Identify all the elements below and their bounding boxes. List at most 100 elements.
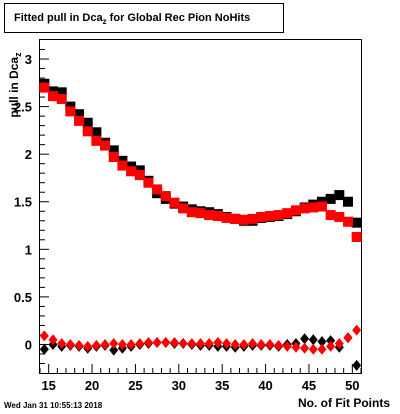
chart-title: Fitted pull in Dcaz for Global Rec Pion … [14, 12, 250, 26]
data-point [299, 203, 310, 214]
data-point [264, 211, 275, 222]
data-point [161, 337, 171, 349]
data-point [48, 334, 58, 346]
data-point [178, 203, 189, 214]
data-point [74, 115, 85, 126]
data-point [134, 170, 145, 181]
y-tick-label: 0.5 [14, 290, 32, 305]
data-point [39, 82, 50, 93]
data-point [135, 338, 145, 350]
data-point [212, 211, 223, 222]
data-point [265, 338, 275, 350]
data-point [230, 338, 240, 350]
data-point [108, 145, 119, 156]
data-point [74, 339, 84, 351]
data-point [325, 210, 336, 221]
data-point [91, 339, 101, 351]
x-tick-label: 50 [345, 378, 359, 393]
data-point [334, 190, 345, 201]
data-point [300, 333, 310, 345]
data-point [152, 337, 162, 349]
data-point [352, 359, 362, 371]
series-3 [39, 324, 362, 355]
x-tick-label: 20 [85, 378, 99, 393]
data-point [100, 338, 110, 350]
data-point [326, 335, 336, 347]
data-point [109, 338, 119, 350]
data-point [282, 340, 292, 352]
chart-title-rest: for Global Rec Pion NoHits [106, 12, 251, 24]
chart-title-box: Fitted pull in Dcaz for Global Rec Pion … [4, 3, 284, 33]
data-point [126, 166, 137, 177]
axes: 15 20 25 30 35 40 45 50 0 0.5 1 1.5 2 2.5 3 [14, 49, 362, 393]
data-point [48, 91, 59, 102]
data-point [117, 160, 128, 171]
y-tick-label: 1 [25, 242, 32, 257]
data-point [39, 343, 49, 355]
data-point [82, 126, 93, 137]
x-tick-label: 40 [258, 378, 272, 393]
data-point [334, 338, 344, 350]
data-point [143, 337, 153, 349]
data-point [282, 208, 293, 219]
data-point [117, 338, 127, 350]
data-point [342, 216, 353, 227]
data-point [152, 184, 163, 195]
chart-title-subscript: z [102, 17, 107, 27]
data-point [91, 127, 102, 138]
data-point [342, 196, 353, 207]
y-tick-label: 3 [25, 52, 32, 67]
y-tick-label: 1.5 [14, 195, 32, 210]
data-point [273, 210, 284, 221]
data-point [247, 213, 258, 224]
data-point [178, 338, 188, 350]
y-tick-label: 2 [25, 147, 32, 162]
data-point [65, 106, 76, 117]
data-point [308, 343, 318, 355]
data-point [204, 210, 215, 221]
chart-title-main: Fitted pull in Dca [14, 12, 103, 24]
data-point [82, 117, 93, 128]
data-point [204, 338, 214, 350]
data-marks [39, 78, 362, 371]
data-point [308, 334, 318, 346]
data-point [325, 193, 336, 204]
data-point [326, 340, 336, 352]
y-tick-label: 2.5 [14, 100, 32, 115]
data-point [256, 211, 267, 222]
x-tick-label: 35 [215, 378, 229, 393]
data-point [274, 339, 284, 351]
data-point [196, 338, 205, 350]
y-tick-label: 0 [25, 337, 32, 352]
x-tick-label: 25 [128, 378, 142, 393]
data-point [109, 344, 119, 356]
data-point [222, 338, 232, 350]
data-point [256, 338, 266, 350]
data-point [300, 342, 310, 354]
plot-frame [39, 39, 362, 374]
data-point [65, 338, 75, 350]
series-1 [39, 82, 362, 242]
data-point [100, 140, 111, 151]
data-point [352, 324, 362, 336]
data-point [213, 337, 223, 349]
data-point [239, 338, 249, 350]
data-point [56, 93, 67, 104]
x-tick-label: 15 [41, 378, 55, 393]
data-point [143, 177, 154, 188]
data-point [290, 205, 301, 216]
data-point [317, 343, 327, 355]
timestamp: Wed Jan 31 10:55:13 2018 [4, 401, 103, 410]
data-point [169, 197, 180, 208]
data-point [316, 201, 327, 212]
data-point [230, 213, 241, 224]
data-point [195, 208, 206, 219]
data-point [108, 152, 119, 163]
data-point [291, 341, 301, 353]
x-tick-label: 30 [172, 378, 186, 393]
data-point [343, 332, 353, 344]
data-point [187, 338, 197, 350]
data-point [334, 211, 345, 222]
data-point [160, 191, 171, 202]
